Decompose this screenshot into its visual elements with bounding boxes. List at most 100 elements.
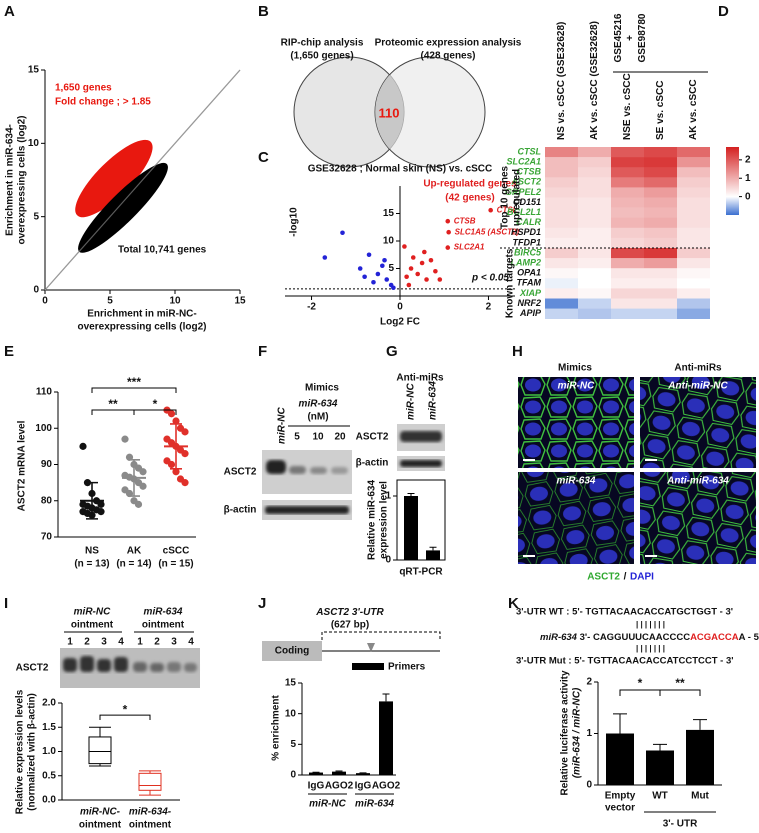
heatmap-cell bbox=[545, 278, 578, 289]
heatmap-cell bbox=[677, 187, 710, 198]
heatmap-cell bbox=[611, 248, 644, 259]
annotation: Fold change ; > 1.85 bbox=[55, 97, 151, 108]
group-label: miR-634 bbox=[355, 799, 394, 810]
point bbox=[446, 229, 451, 235]
point bbox=[391, 285, 396, 291]
heatmap-cell bbox=[677, 248, 710, 259]
point bbox=[428, 257, 434, 263]
bar bbox=[686, 729, 714, 785]
heatmap-cell bbox=[578, 237, 611, 249]
heatmap-cell bbox=[644, 167, 677, 178]
heatmap-cell bbox=[545, 177, 578, 188]
utr-title: ASCT2 3'-UTR bbox=[315, 607, 384, 618]
heatmap-cell bbox=[611, 157, 644, 168]
x-tick-label: 0 bbox=[42, 296, 48, 307]
row-label: NRF2 bbox=[517, 298, 541, 308]
lane-label: miR-NC bbox=[406, 383, 417, 420]
heatmap-cell bbox=[578, 268, 611, 279]
point-label: CTSB bbox=[454, 216, 476, 225]
x-tick-label: cSCC bbox=[163, 546, 190, 557]
y-label: expression level bbox=[379, 481, 390, 559]
heatmap-cell bbox=[644, 298, 677, 309]
heatmap-cell bbox=[677, 197, 710, 208]
x-label: Enrichment in miR-NC- bbox=[87, 309, 196, 320]
site-marker bbox=[367, 643, 375, 652]
heatmap-cell bbox=[677, 207, 710, 218]
y-tick-label: 0 bbox=[586, 780, 592, 791]
heatmap-cell bbox=[644, 147, 677, 158]
error-bar bbox=[382, 693, 390, 702]
bar bbox=[356, 773, 370, 775]
y-tick-label: 5 bbox=[388, 263, 394, 274]
y-label: Enrichment in miR-634- bbox=[5, 124, 16, 236]
heatmap-cell bbox=[644, 177, 677, 188]
row-label: XIAP bbox=[519, 288, 542, 298]
significance-label: * bbox=[153, 397, 158, 411]
point bbox=[366, 252, 372, 258]
lane-label: 4 bbox=[118, 637, 124, 648]
significance-label: ** bbox=[675, 676, 685, 690]
row-label: BCL2L1 bbox=[507, 207, 541, 217]
group-label: 3'- UTR bbox=[663, 819, 698, 830]
point bbox=[382, 257, 387, 263]
y-label: Relative miR-634 bbox=[367, 480, 378, 560]
point-cloud bbox=[78, 162, 168, 253]
x-tick-label: Empty bbox=[605, 791, 636, 802]
band-label: β-actin bbox=[224, 505, 257, 516]
point-cloud bbox=[75, 139, 153, 218]
y-tick-label: 2 bbox=[586, 677, 592, 688]
error-bar bbox=[335, 770, 343, 772]
lane-label: miR-NC bbox=[277, 407, 288, 444]
heatmap-cell bbox=[677, 288, 710, 299]
y-tick-label: 90 bbox=[41, 459, 53, 470]
column-group-label: GSE45216 bbox=[613, 13, 624, 62]
utr-bracket bbox=[321, 631, 441, 640]
row-label: BIRC5 bbox=[514, 247, 542, 257]
point bbox=[121, 435, 129, 443]
y-tick-label: 1.0 bbox=[42, 746, 56, 757]
x-label: overexpressing cells (log2) bbox=[78, 322, 207, 333]
column-group-label: GSE98780 bbox=[637, 13, 648, 62]
heatmap-cell bbox=[545, 298, 578, 309]
point bbox=[181, 428, 189, 436]
group-label: miR-NC bbox=[74, 607, 111, 618]
sequence: miR-634 3'- CAGGUUUCAACCCCACGACCAA - 5' bbox=[540, 632, 759, 643]
row-group-label: Top 10 genes bbox=[500, 165, 511, 229]
heatmap-cell bbox=[611, 227, 644, 239]
y-label: (normalized with β-actin) bbox=[27, 693, 38, 811]
stain-label: ASCT2 bbox=[587, 572, 620, 583]
annotation: 1,650 genes bbox=[55, 83, 112, 94]
y-tick-label: 10 bbox=[285, 708, 297, 719]
image-label: miR-634 bbox=[557, 476, 596, 487]
venn-title: Proteomic expression analysis bbox=[375, 38, 522, 49]
heatmap-cell bbox=[677, 278, 710, 289]
heatmap-cell bbox=[677, 308, 710, 319]
heatmap-cell bbox=[611, 147, 644, 158]
colorbar-tick-label: 0 bbox=[745, 191, 751, 202]
bar bbox=[309, 772, 323, 775]
point bbox=[79, 442, 87, 450]
y-tick-label: 1.5 bbox=[42, 722, 56, 733]
y-label: overexpressing cells (log2) bbox=[17, 116, 28, 245]
row-label: ASCT2 bbox=[510, 177, 541, 187]
x-tick-label: Mut bbox=[691, 791, 709, 802]
point bbox=[415, 271, 420, 277]
primer-box bbox=[352, 663, 384, 670]
heatmap-cell bbox=[611, 288, 644, 299]
y-tick-label: 1 bbox=[385, 491, 391, 502]
error-bar bbox=[407, 492, 415, 496]
heatmap-cell bbox=[677, 167, 710, 178]
band-label: ASCT2 bbox=[16, 663, 49, 674]
heatmap-cell bbox=[611, 298, 644, 309]
heatmap-cell bbox=[677, 157, 710, 168]
point bbox=[424, 277, 429, 282]
significance-bracket bbox=[133, 409, 177, 415]
lane-label: 2 bbox=[84, 637, 90, 648]
point bbox=[433, 268, 438, 274]
group-label: miR-NC bbox=[309, 799, 346, 810]
point bbox=[139, 482, 147, 490]
heatmap-cell bbox=[578, 207, 611, 218]
dose-label: miR-634 bbox=[299, 399, 338, 410]
heatmap-cell bbox=[611, 167, 644, 178]
